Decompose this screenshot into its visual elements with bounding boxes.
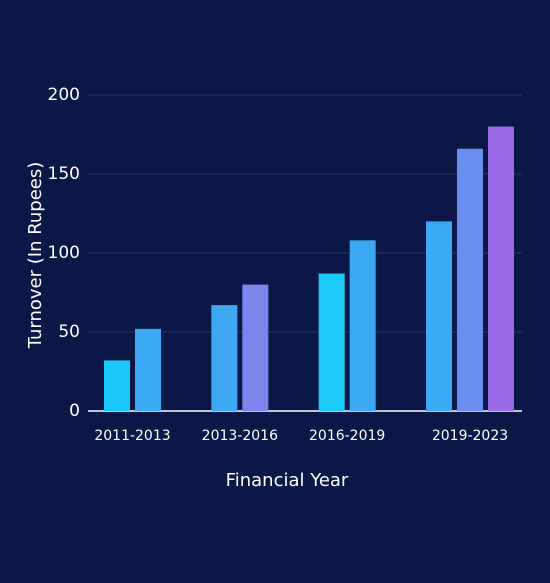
bar bbox=[242, 284, 269, 411]
bar bbox=[135, 328, 161, 411]
y-axis-title: Turnover (In Rupees) bbox=[25, 162, 46, 350]
y-tick-label: 200 bbox=[48, 85, 80, 105]
x-tick-label: 2019-2023 bbox=[432, 428, 508, 444]
bar bbox=[349, 240, 376, 411]
bar bbox=[457, 148, 483, 411]
bar bbox=[104, 360, 130, 411]
x-tick-label: 2011-2013 bbox=[94, 428, 170, 444]
bar bbox=[318, 273, 345, 411]
x-tick-label: 2016-2019 bbox=[309, 428, 385, 444]
y-tick-label: 150 bbox=[48, 164, 80, 184]
bar bbox=[426, 221, 452, 411]
bar bbox=[488, 126, 514, 411]
y-tick-label: 100 bbox=[48, 243, 80, 263]
x-tick-label: 2013-2016 bbox=[202, 428, 278, 444]
y-tick-label: 50 bbox=[58, 322, 80, 342]
bar bbox=[211, 305, 238, 411]
y-tick-label: 0 bbox=[69, 401, 80, 421]
x-axis-title: Financial Year bbox=[226, 470, 349, 491]
